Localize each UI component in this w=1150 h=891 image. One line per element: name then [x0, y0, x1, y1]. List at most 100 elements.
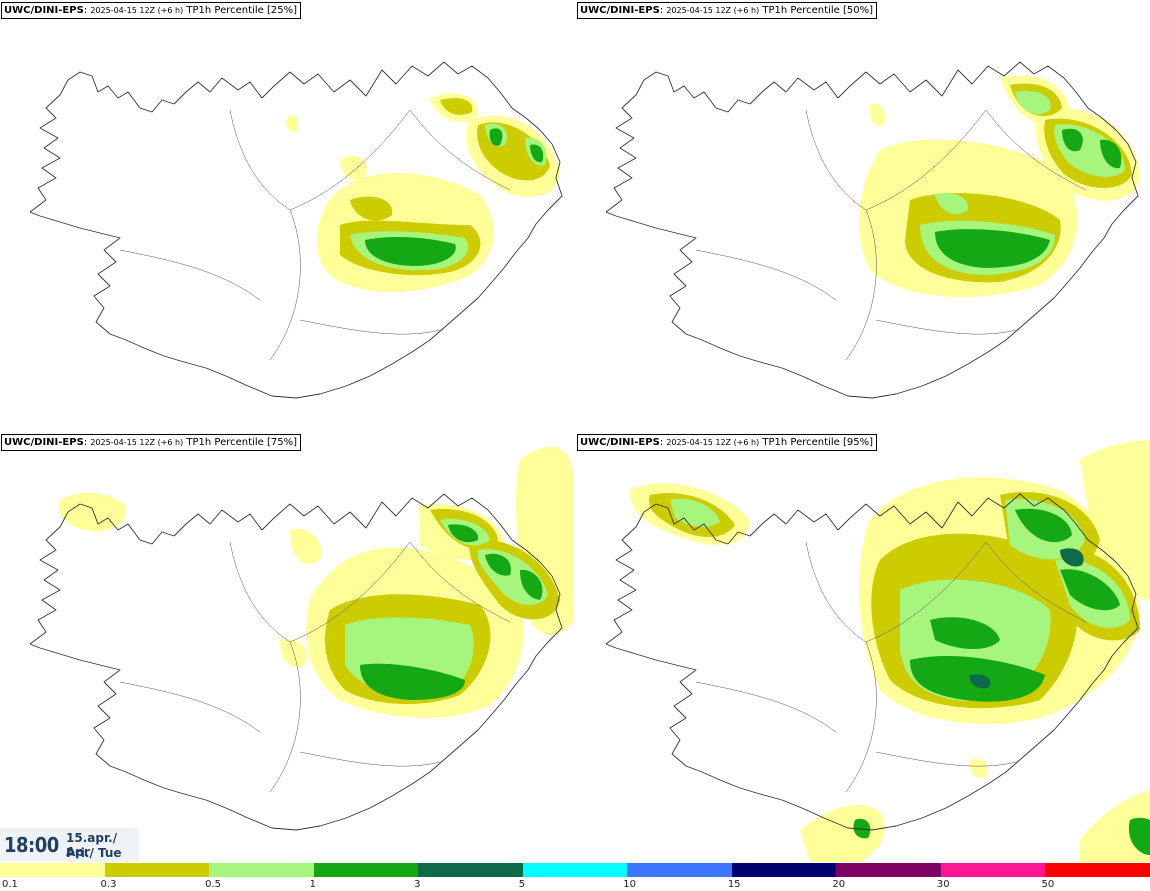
valid-time-box: 18:00 15.apr./ Apr Þri./ Tue	[0, 828, 139, 862]
region-boundary	[269, 209, 301, 361]
legend-label: 0.3	[100, 879, 117, 890]
panel-title: UWC/DINI-EPS: 2025-04-15 12Z (+6 h) TP1h…	[577, 434, 877, 451]
region-boundary	[289, 109, 411, 211]
region-boundary	[875, 751, 1017, 767]
map-canvas	[29, 446, 574, 831]
region-boundary	[985, 109, 1087, 191]
run-time: 2025-04-15 12Z (+6 h)	[90, 6, 184, 15]
region-boundary	[845, 209, 877, 361]
field-name: TP1h Percentile [25%]	[186, 5, 297, 16]
precip-area	[1128, 817, 1150, 855]
run-time: 2025-04-15 12Z (+6 h)	[90, 438, 184, 447]
region-boundary	[409, 109, 511, 191]
legend-swatch	[209, 863, 315, 877]
legend-label: 15	[727, 879, 741, 890]
region-boundary	[845, 641, 877, 793]
region-boundary	[119, 681, 261, 733]
legend-swatch	[627, 863, 733, 877]
region-boundary	[865, 541, 987, 643]
legend-label: 0.1	[2, 879, 18, 890]
precip-layer	[859, 75, 1140, 297]
panel-divider-horizontal	[0, 430, 1150, 432]
map-panel-95: UWC/DINI-EPS: 2025-04-15 12Z (+6 h) TP1h…	[576, 432, 1150, 862]
precip-area	[930, 617, 1000, 649]
legend-label: 0.5	[205, 879, 221, 890]
map-panel-75: UWC/DINI-EPS: 2025-04-15 12Z (+6 h) TP1h…	[0, 432, 574, 862]
precip-area	[1080, 440, 1150, 600]
precip-area	[1062, 128, 1083, 152]
precip-area	[340, 155, 367, 180]
panel-title: UWC/DINI-EPS: 2025-04-15 12Z (+6 h) TP1h…	[1, 434, 301, 451]
region-boundary	[119, 249, 261, 301]
precip-area	[935, 229, 1050, 268]
precip-area	[670, 498, 720, 527]
precip-area	[350, 196, 393, 221]
map-panel-25: UWC/DINI-EPS: 2025-04-15 12Z (+6 h) TP1h…	[0, 0, 574, 430]
region-boundary	[865, 109, 987, 211]
model-name: UWC/DINI-EPS	[580, 5, 660, 16]
legend-swatch	[313, 863, 419, 877]
region-boundary	[875, 319, 1017, 335]
region-boundary	[695, 249, 837, 301]
run-time: 2025-04-15 12Z (+6 h)	[666, 438, 760, 447]
precip-area	[530, 144, 544, 163]
legend-label: 50	[1041, 879, 1055, 890]
precip-area	[448, 524, 479, 543]
region-boundary	[695, 681, 837, 733]
legend-label: 3	[414, 879, 421, 890]
legend-swatch	[0, 863, 106, 877]
precip-area	[290, 529, 321, 564]
coastline	[29, 61, 563, 399]
region-boundary	[299, 319, 441, 335]
run-time: 2025-04-15 12Z (+6 h)	[666, 6, 760, 15]
precip-area	[1015, 508, 1072, 543]
coastline	[605, 493, 1139, 831]
legend-swatch	[1045, 863, 1150, 877]
precip-area	[360, 663, 465, 700]
map-canvas	[605, 440, 1150, 862]
color-legend: 0.1 0.3 0.5 1 3 5 10 15 20 30 50	[0, 862, 1150, 891]
legend-label: 20	[832, 879, 846, 890]
region-boundary	[985, 541, 1087, 623]
precip-area	[485, 553, 511, 576]
map-panel-50: UWC/DINI-EPS: 2025-04-15 12Z (+6 h) TP1h…	[576, 0, 1150, 430]
panel-title: UWC/DINI-EPS: 2025-04-15 12Z (+6 h) TP1h…	[1, 2, 301, 19]
precip-area	[1080, 790, 1150, 862]
model-name: UWC/DINI-EPS	[580, 437, 660, 448]
precip-area	[489, 128, 503, 146]
region-boundary	[269, 641, 301, 793]
precip-area	[1060, 569, 1120, 611]
legend-swatch	[418, 863, 524, 877]
model-name: UWC/DINI-EPS	[4, 437, 84, 448]
precip-area	[365, 237, 456, 266]
legend-swatch	[940, 863, 1046, 877]
precip-area	[280, 639, 308, 668]
precip-area	[935, 193, 969, 215]
legend-label: 10	[623, 879, 636, 890]
precip-area	[58, 492, 126, 532]
precip-area	[969, 758, 988, 779]
precip-layer	[630, 440, 1150, 862]
precip-area	[869, 103, 886, 127]
valid-time: 18:00	[4, 833, 59, 857]
region-boundary	[805, 541, 867, 643]
precip-layer	[286, 93, 560, 292]
precip-layer	[58, 446, 574, 718]
precip-area	[1015, 90, 1051, 115]
precip-area	[1060, 548, 1084, 567]
precip-area	[520, 569, 543, 600]
legend-swatch	[731, 863, 837, 877]
region-boundary	[805, 109, 867, 211]
field-name: TP1h Percentile [95%]	[762, 437, 873, 448]
precip-area	[286, 114, 299, 132]
region-boundary	[229, 109, 291, 211]
legend-label: 1	[309, 879, 316, 890]
legend-swatch	[104, 863, 210, 877]
region-boundary	[409, 541, 511, 623]
region-boundary	[289, 541, 411, 643]
model-name: UWC/DINI-EPS	[4, 5, 84, 16]
panel-title: UWC/DINI-EPS: 2025-04-15 12Z (+6 h) TP1h…	[577, 2, 877, 19]
map-canvas	[605, 61, 1140, 399]
map-canvas	[29, 61, 563, 399]
legend-swatch	[836, 863, 942, 877]
